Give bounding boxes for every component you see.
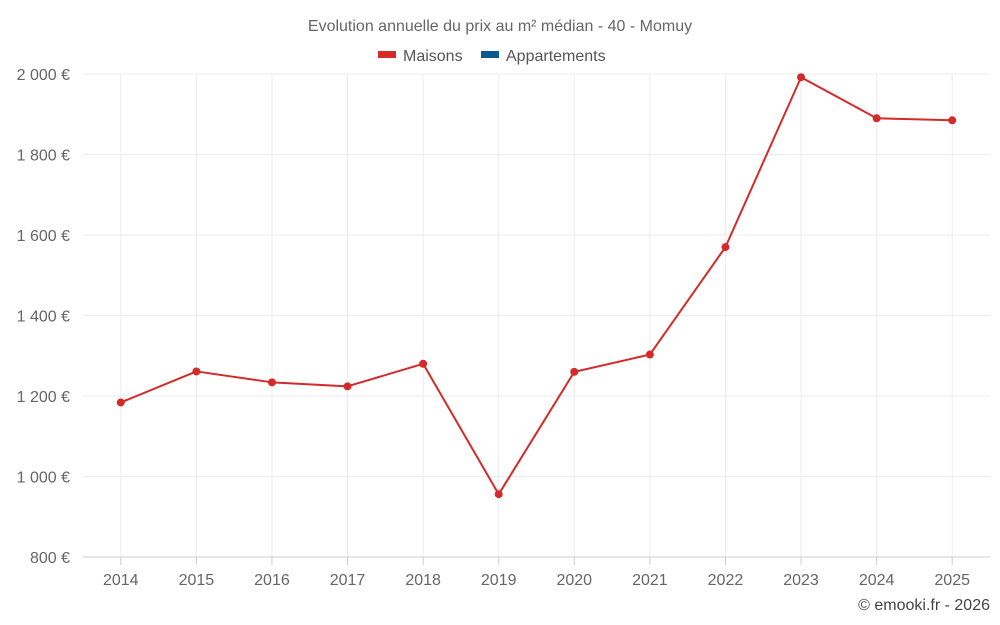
credit-text: © emooki.fr - 2026 bbox=[858, 597, 990, 614]
y-tick-label: 1 000 € bbox=[17, 470, 70, 487]
legend-item-maisons[interactable]: Maisons bbox=[378, 48, 463, 65]
data-point-maisons-2022[interactable] bbox=[721, 243, 730, 252]
data-point-maisons-2018[interactable] bbox=[419, 359, 428, 368]
data-point-maisons-2024[interactable] bbox=[872, 114, 881, 123]
x-tick-label: 2016 bbox=[254, 572, 290, 589]
chart-title: Evolution annuelle du prix au m² médian … bbox=[308, 18, 692, 35]
data-point-maisons-2017[interactable] bbox=[343, 382, 352, 391]
y-tick-label: 800 € bbox=[30, 550, 70, 567]
series-line-maisons bbox=[120, 76, 953, 496]
x-tick-label: 2023 bbox=[783, 572, 819, 589]
x-tick-label: 2020 bbox=[556, 572, 592, 589]
legend-item-appartements[interactable]: Appartements bbox=[481, 48, 606, 65]
data-point-maisons-2014[interactable] bbox=[116, 398, 125, 407]
x-tick-label: 2018 bbox=[405, 572, 441, 589]
y-tick-label: 1 200 € bbox=[17, 389, 70, 406]
legend-label-maisons: Maisons bbox=[403, 48, 463, 65]
x-tick-label: 2019 bbox=[481, 572, 517, 589]
legend-swatch-maisons bbox=[378, 51, 396, 58]
x-tick-label: 2025 bbox=[934, 572, 970, 589]
y-tick-label: 1 600 € bbox=[17, 228, 70, 245]
x-tick-label: 2024 bbox=[859, 572, 895, 589]
y-tick-label: 2 000 € bbox=[17, 67, 70, 84]
data-point-maisons-2020[interactable] bbox=[570, 367, 579, 376]
x-tick-label: 2017 bbox=[330, 572, 366, 589]
data-point-maisons-2016[interactable] bbox=[267, 378, 276, 387]
data-point-maisons-2025[interactable] bbox=[948, 116, 957, 125]
data-point-maisons-2019[interactable] bbox=[494, 490, 503, 499]
y-tick-label: 1 400 € bbox=[17, 309, 70, 326]
x-tick-label: 2021 bbox=[632, 572, 668, 589]
x-tick-label: 2015 bbox=[179, 572, 215, 589]
y-tick-label: 1 800 € bbox=[17, 148, 70, 165]
x-tick-label: 2014 bbox=[103, 572, 139, 589]
legend: Maisons Appartements bbox=[378, 48, 606, 65]
series bbox=[116, 73, 957, 499]
axes: 800 € 1 000 € 1 200 € 1 400 € 1 600 € 1 800 €… bbox=[17, 67, 990, 589]
data-point-maisons-2021[interactable] bbox=[645, 350, 654, 359]
grid bbox=[83, 73, 990, 557]
legend-label-appartements: Appartements bbox=[506, 48, 606, 65]
x-tick-label: 2022 bbox=[708, 572, 744, 589]
legend-swatch-appartements bbox=[481, 51, 499, 58]
data-point-maisons-2015[interactable] bbox=[192, 367, 201, 376]
data-point-maisons-2023[interactable] bbox=[797, 73, 806, 82]
